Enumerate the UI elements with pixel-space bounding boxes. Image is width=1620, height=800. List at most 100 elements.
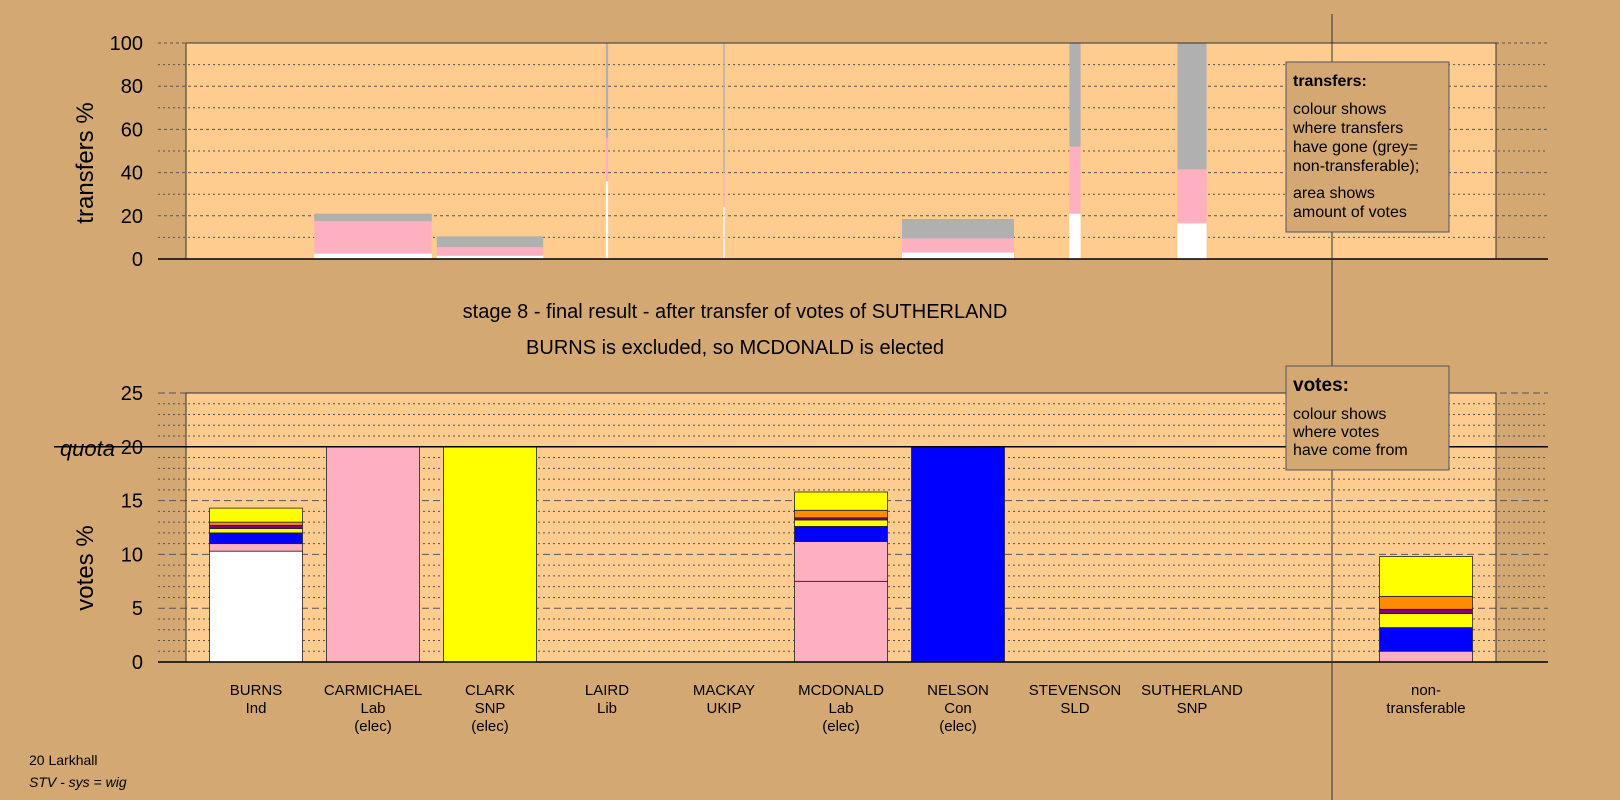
candidate-label: CARMICHAEL (324, 682, 422, 699)
candidate-label: (elec) (939, 718, 977, 735)
candidate-label: CLARK (465, 682, 515, 699)
vote-segment-Lab (1379, 650, 1473, 663)
candidate-label: BURNS (230, 682, 283, 699)
candidate-label: (elec) (471, 718, 509, 735)
transfer-segment-Ind (436, 255, 544, 259)
transfer-segment-Lab (1069, 146, 1081, 214)
transfers-tick-label: 100 (110, 33, 143, 55)
vote-segment-SNP (794, 491, 888, 511)
candidate-label: transferable (1386, 700, 1465, 717)
vote-segment-SNP (1379, 556, 1473, 597)
transfer-segment-Lab (314, 221, 432, 254)
votes-tick-label: 5 (132, 598, 143, 620)
candidate-label: SNP (1177, 700, 1208, 717)
votes-tick-label: 25 (121, 383, 143, 405)
vote-segment-Con (209, 532, 303, 545)
transfers-legend-heading: transfers: (1293, 73, 1367, 90)
chart-title-line1: stage 8 - final result - after transfer … (463, 301, 1008, 323)
vote-segment-SNP (209, 528, 303, 534)
transfers-tick-label: 80 (121, 76, 143, 98)
candidate-label: (elec) (354, 718, 392, 735)
vote-segment-Con (794, 526, 888, 542)
transfer-segment-non_transferable (605, 43, 609, 139)
transfer-segment-Ind (314, 253, 432, 259)
ward-name: 20 Larkhall (29, 752, 98, 768)
vote-segment-Con (1379, 627, 1473, 652)
transfer-segment-Ind (605, 181, 609, 259)
transfer-segment-non_transferable (1177, 43, 1207, 170)
transfer-segment-Ind (902, 252, 1014, 259)
vote-segment-Ind (209, 550, 303, 663)
transfer-segment-Ind (1069, 213, 1081, 259)
transfer-segment-Lab (1177, 169, 1207, 224)
transfer-segment-non_transferable (902, 219, 1014, 239)
candidate-label: Con (944, 700, 972, 717)
candidate-label: MACKAY (693, 682, 755, 699)
votes-legend-heading: votes: (1293, 375, 1349, 396)
candidate-label: Lab (828, 700, 853, 717)
transfers-legend-line: amount of votes (1293, 204, 1407, 221)
transfers-legend-line: non-transferable); (1293, 158, 1419, 175)
quota-label: quota (60, 436, 115, 461)
candidate-label: MCDONALD (798, 682, 884, 699)
vote-segment-Lib (1379, 595, 1473, 610)
vote-segment-SNP (443, 446, 537, 663)
votes-tick-label: 10 (121, 544, 143, 566)
candidate-label: Lab (360, 700, 385, 717)
transfer-segment-Lab (902, 238, 1014, 253)
candidate-label: Ind (246, 700, 267, 717)
vote-segment-Con (911, 446, 1005, 663)
transfers-legend: transfers: colour shows where transfers … (1285, 61, 1450, 233)
candidate-label: SUTHERLAND (1141, 682, 1243, 699)
transfers-tick-label: 40 (121, 163, 143, 185)
votes-axis-label: votes % (72, 525, 99, 610)
transfer-segment-non_transferable (723, 43, 725, 173)
transfers-tick-label: 60 (121, 119, 143, 141)
transfers-tick-label: 0 (132, 249, 143, 271)
transfers-legend-line: have gone (grey= (1293, 139, 1418, 156)
votes-legend: votes: colour shows where votes have com… (1285, 365, 1450, 471)
vote-segment-SNP (794, 519, 888, 527)
vote-segment-Lab (794, 580, 888, 663)
transfer-segment-non_transferable (436, 236, 544, 248)
votes-legend-line: where votes (1292, 424, 1379, 441)
candidate-label: Lib (597, 700, 617, 717)
transfers-legend-line: where transfers (1292, 120, 1403, 137)
transfer-segment-Ind (723, 207, 725, 259)
candidate-labels: BURNSIndCARMICHAELLab(elec)CLARKSNP(elec… (230, 682, 1466, 735)
votes-tick-label: 15 (121, 491, 143, 513)
candidate-label: STEVENSON (1029, 682, 1122, 699)
transfer-segment-Ind (1177, 223, 1207, 259)
transfer-segment-non_transferable (1069, 43, 1081, 147)
candidate-label: SNP (475, 700, 506, 717)
vote-segment-SNP (209, 507, 303, 523)
votes-legend-line: colour shows (1293, 406, 1386, 423)
transfers-legend-line: area shows (1293, 185, 1375, 202)
candidate-label: (elec) (822, 718, 860, 735)
votes-tick-label: 20 (121, 437, 143, 459)
transfer-segment-Lab (605, 138, 609, 182)
transfers-axis-label: transfers % (72, 102, 99, 223)
vote-segment-Lab (326, 446, 420, 663)
votes-tick-label: 0 (132, 652, 143, 674)
vote-segment-SNP (1379, 613, 1473, 628)
transfer-segment-non_transferable (314, 213, 432, 222)
vote-segment-UKIP (1379, 608, 1473, 614)
candidate-label: NELSON (927, 682, 989, 699)
candidate-label: SLD (1060, 700, 1089, 717)
votes-chart: 0 5 10 15 25 20 (54, 14, 1548, 800)
candidate-label: LAIRD (585, 682, 629, 699)
vote-segment-Lab (209, 543, 303, 552)
transfers-tick-label: 20 (121, 206, 143, 228)
vote-segment-Lab (794, 541, 888, 582)
voting-system: STV - sys = wig (29, 774, 127, 790)
transfers-legend-line: colour shows (1293, 101, 1386, 118)
vote-segment-Lib (794, 509, 888, 519)
candidate-label: non- (1411, 682, 1441, 699)
vote-segment-UKIP (209, 524, 303, 529)
transfer-segment-Lab (436, 247, 544, 256)
votes-legend-line: have come from (1293, 442, 1408, 459)
transfer-segment-Lab (723, 172, 725, 208)
candidate-label: UKIP (706, 700, 741, 717)
